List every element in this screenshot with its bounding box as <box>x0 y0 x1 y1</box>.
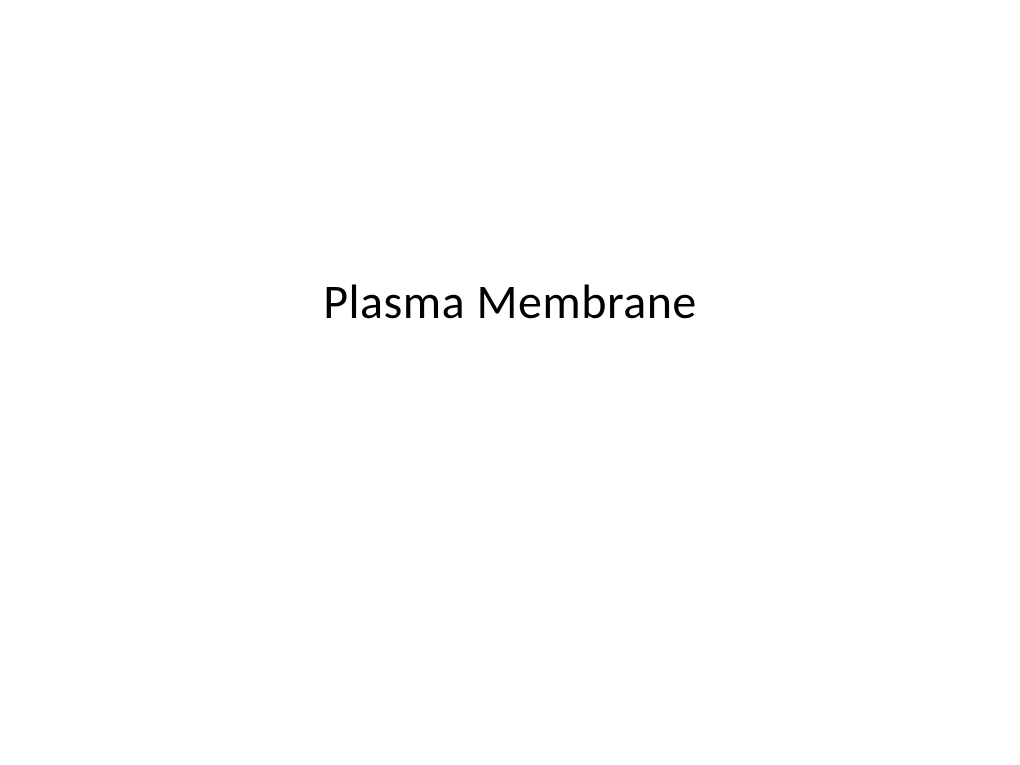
slide-container: Plasma Membrane <box>0 0 1020 765</box>
slide-title: Plasma Membrane <box>0 272 1020 331</box>
